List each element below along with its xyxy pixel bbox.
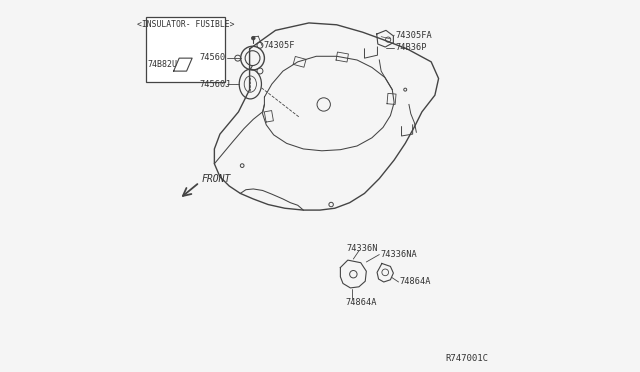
- Text: 74B82U: 74B82U: [148, 60, 178, 69]
- Text: 74560: 74560: [200, 53, 226, 62]
- Text: <INSULATOR- FUSIBLE>: <INSULATOR- FUSIBLE>: [137, 20, 234, 29]
- Text: 74305F: 74305F: [263, 41, 295, 51]
- FancyBboxPatch shape: [146, 17, 225, 82]
- Text: 74336NA: 74336NA: [380, 250, 417, 259]
- Text: 74560J: 74560J: [200, 80, 231, 89]
- Text: R747001C: R747001C: [445, 354, 488, 363]
- Text: 74864A: 74864A: [399, 278, 431, 286]
- Text: 74864A: 74864A: [346, 298, 378, 307]
- Text: 74336N: 74336N: [347, 244, 378, 253]
- Text: 74305FA: 74305FA: [396, 31, 433, 40]
- Text: 74B36P: 74B36P: [396, 43, 427, 52]
- Circle shape: [252, 36, 255, 40]
- Text: FRONT: FRONT: [202, 174, 231, 184]
